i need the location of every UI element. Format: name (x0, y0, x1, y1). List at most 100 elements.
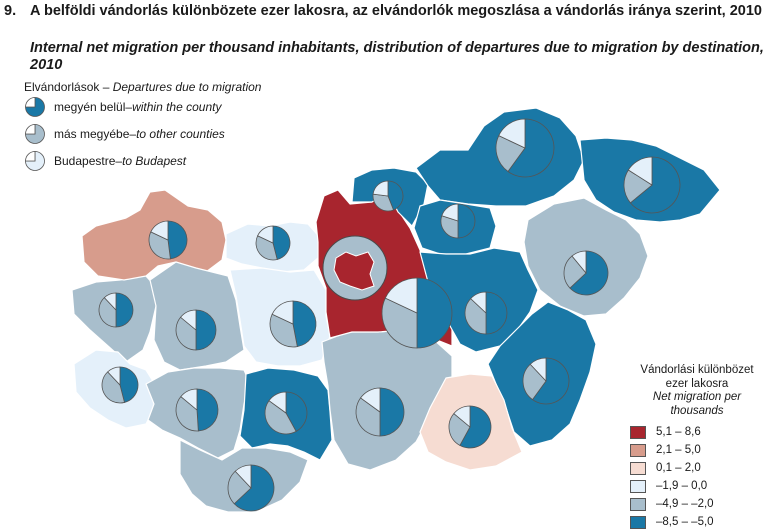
pie-slice-heves-budapest (441, 203, 459, 222)
pie-slice-somogy-budapest (180, 388, 198, 411)
legend-class-1: 2,1 – 5,0 (630, 443, 701, 457)
pie-slice-heves-other (440, 215, 459, 239)
pie-slice-zala-budapest (107, 366, 121, 387)
legend-class-label-1: 2,1 – 5,0 (656, 444, 701, 456)
legend-swatch-0 (630, 425, 646, 439)
pie-slice-csongrad-other (448, 413, 471, 446)
legend-other-hu: más megyébe (54, 127, 130, 141)
legend-other-en: to other counties (136, 127, 225, 141)
departures-legend-title: Elvándorlások – Departures due to migrat… (24, 80, 261, 94)
pie-slice-komarom-esztergom-budapest (257, 225, 274, 244)
legend-pie-1-cut (25, 124, 36, 135)
departures-legend-item-budapest: Budapestre – to Budapest (24, 150, 186, 172)
legend-class-2: 0,1 – 2,0 (630, 461, 701, 475)
legend-class-label-0: 5,1 – 8,6 (656, 426, 701, 438)
pie-slice-bekes-within (531, 357, 570, 405)
pie-slice-csongrad-budapest (453, 405, 471, 428)
legend-class-4: –4,9 – –2,0 (630, 497, 714, 511)
pie-slice-borsod-abauj-zemplen-within (507, 118, 555, 178)
pie-slice-heves-within (457, 203, 476, 239)
legend-class-0: 5,1 – 8,6 (630, 425, 701, 439)
legend-swatch-1 (630, 443, 646, 457)
legend-budapest-sep: – (115, 154, 123, 168)
figure-number: 9. (4, 3, 17, 19)
departures-legend-title-hu: Elvándorlások (24, 80, 100, 94)
legend-class-5: –8,5 – –5,0 (630, 515, 714, 529)
pie-slice-vas-within (115, 292, 134, 328)
pie-charts (98, 118, 681, 512)
pie-within-icon (25, 97, 45, 117)
pie-slice-jasz-nagykun-szolnok-budapest (470, 291, 487, 314)
legend-title-en-2: thousands (670, 404, 724, 417)
pie-slice-komarom-esztergom-other (255, 235, 278, 261)
legend-within-hu: megyén belül (54, 100, 126, 114)
pie-slice-bekes-other (522, 363, 547, 401)
pie-slice-pest-within (416, 277, 453, 349)
pie-slice-vas-budapest (103, 292, 117, 312)
pie-slice-jasz-nagykun-szolnok-other (464, 298, 487, 335)
pie-slice-csongrad-within (459, 405, 492, 449)
pie-slice-hajdu-bihar-budapest (571, 250, 587, 275)
legend-within-sep: – (125, 100, 133, 114)
legend-budapest-en: to Budapest (122, 154, 187, 168)
pie-slice-veszprem-budapest (180, 309, 197, 331)
pie-slice-hajdu-bihar-other (563, 255, 587, 289)
legend-swatch-4 (630, 497, 646, 511)
legend-budapest-hu: Budapestre (54, 154, 116, 168)
legend-other-sep: – (129, 127, 137, 141)
pie-slice-gyor-moson-sopron-budapest (150, 220, 169, 241)
net-migration-legend-title: Vándorlási különbözet ezer lakosra Net m… (622, 364, 772, 418)
pie-slice-vas-other (98, 297, 117, 328)
pie-slice-tolna-within (285, 391, 308, 432)
region-budapest (333, 251, 375, 291)
departures-legend-item-other: más megyébe – to other counties (24, 123, 225, 145)
pie-slice-veszprem-other (175, 316, 197, 351)
legend-class-3: –1,9 – 0,0 (630, 479, 707, 493)
pie-slice-pest-budapest (384, 277, 418, 314)
legend-title-hu-1: Vándorlási különbözet (640, 364, 754, 376)
legend-class-label-3: –1,9 – 0,0 (656, 480, 708, 492)
pie-slice-szabolcs-szatmar-bereg-within (629, 156, 681, 214)
legend-title-hu-2: ezer lakosra (665, 377, 729, 390)
pie-slice-veszprem-within (195, 309, 217, 351)
pie-slice-baranya-budapest (234, 464, 252, 490)
legend-title-en-1: Net migration per (652, 391, 742, 403)
legend-within-en: within the county (132, 100, 222, 114)
pie-slice-pest-other (381, 297, 418, 349)
departures-legend-item-within: megyén belül – within the county (24, 96, 221, 118)
title-hungarian: A belföldi vándorlás különbözete ezer la… (30, 3, 762, 19)
pie-slice-baranya-within (233, 464, 275, 512)
departures-legend-title-en: Departures due to migration (112, 80, 262, 94)
legend-class-label-2: 0,1 – 2,0 (656, 462, 701, 474)
pie-slice-komarom-esztergom-within (272, 225, 291, 260)
legend-swatch-3 (630, 479, 646, 493)
pie-slice-bacs-kiskun-other (355, 397, 381, 437)
pie-slice-baranya-other (227, 470, 252, 505)
pie-slice-zala-within (119, 366, 139, 403)
legend-pie-2-cut (25, 151, 36, 162)
departures-legend: Elvándorlások – Departures due to migrat… (24, 80, 261, 171)
legend-class-label-4: –4,9 – –2,0 (656, 498, 714, 510)
legend-pie-0-cut (25, 97, 36, 108)
pie-slice-fejer-budapest (271, 300, 294, 325)
pie-slice-fejer-within (292, 300, 317, 348)
legend-swatch-5 (630, 515, 646, 529)
pie-slice-jasz-nagykun-szolnok-within (485, 291, 508, 335)
pie-slice-nograd-other (372, 193, 395, 212)
pie-slice-nograd-within (387, 180, 404, 211)
pie-slice-hajdu-bihar-within (569, 250, 609, 296)
pie-slice-gyor-moson-sopron-within (167, 220, 188, 260)
pie-budapest-icon (25, 151, 45, 171)
pie-slice-bekes-budapest (529, 357, 547, 383)
pie-slice-fejer-other (269, 313, 298, 348)
pie-slice-szabolcs-szatmar-bereg-budapest (627, 156, 653, 186)
pie-slice-bacs-kiskun-within (379, 387, 405, 437)
legend-swatch-2 (630, 461, 646, 475)
departures-legend-title-sep: – (99, 80, 113, 94)
pie-slice-tolna-other (264, 400, 297, 435)
pie-slice-borsod-abauj-zemplen-budapest (498, 118, 526, 149)
pie-slice-zala-other (101, 371, 125, 404)
pie-slice-somogy-within (196, 388, 219, 432)
pie-slice-somogy-other (175, 396, 199, 432)
